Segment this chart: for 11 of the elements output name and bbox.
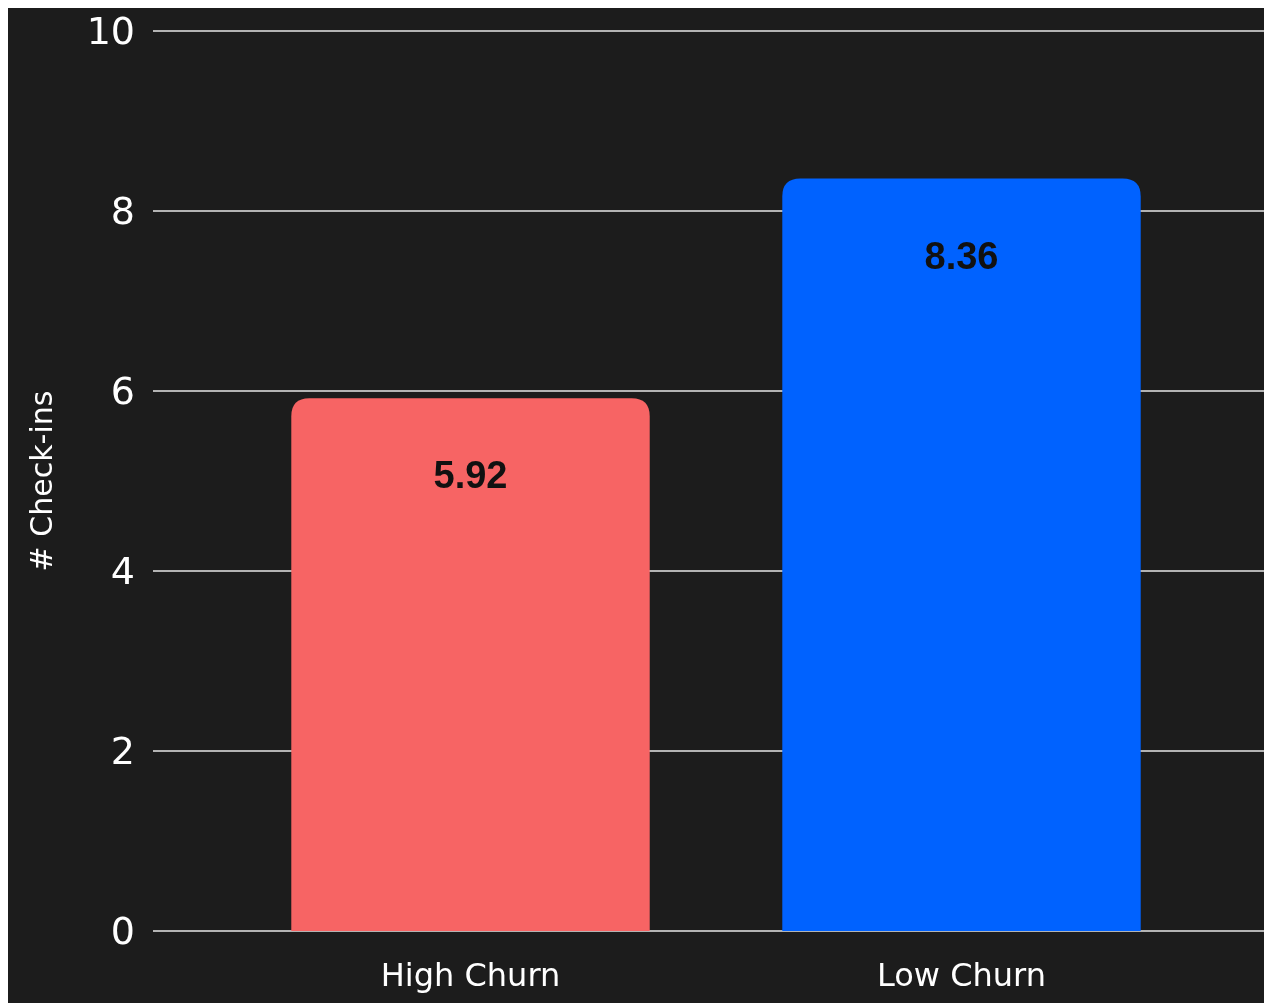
data-label: 8.36 bbox=[924, 234, 999, 277]
x-tick-label: High Churn bbox=[380, 956, 561, 994]
y-tick-label: 10 bbox=[86, 9, 135, 54]
y-tick-label: 2 bbox=[110, 729, 135, 774]
y-tick-label: 6 bbox=[110, 369, 135, 414]
y-tick-label: 8 bbox=[110, 189, 135, 234]
data-label: 5.92 bbox=[433, 454, 508, 497]
x-tick-label: Low Churn bbox=[877, 956, 1046, 994]
y-tick-label: 0 bbox=[110, 909, 135, 954]
y-tick-label: 4 bbox=[110, 549, 135, 594]
y-axis-title: # Check-ins bbox=[24, 390, 59, 572]
